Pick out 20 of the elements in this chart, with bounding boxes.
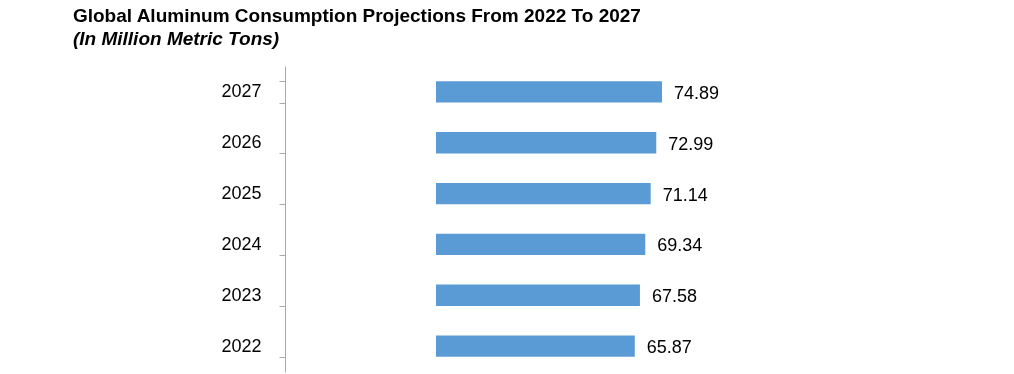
bar	[436, 335, 635, 357]
data-label: 67.58	[651, 286, 697, 307]
bar	[436, 81, 662, 103]
data-label: 72.99	[668, 133, 714, 154]
data-label: 74.89	[674, 82, 720, 103]
data-label: 71.14	[662, 184, 708, 205]
data-label: 65.87	[646, 337, 692, 358]
data-label: 69.34	[657, 235, 703, 256]
chart-title: Global Aluminum Consumption Projections From 2022 To 2027	[72, 5, 641, 26]
y-tick-label: 2025	[221, 183, 262, 204]
bar	[436, 132, 657, 154]
bar	[436, 182, 651, 205]
y-tick-label: 2027	[221, 81, 262, 102]
y-tick-label: 2022	[221, 335, 262, 356]
y-tick-label: 2026	[221, 132, 262, 153]
y-tick-label: 2024	[221, 233, 262, 254]
text: (In Million Metric Tons)	[72, 28, 280, 49]
bar	[436, 233, 646, 256]
bar	[436, 284, 640, 306]
y-tick-label: 2023	[221, 284, 262, 305]
